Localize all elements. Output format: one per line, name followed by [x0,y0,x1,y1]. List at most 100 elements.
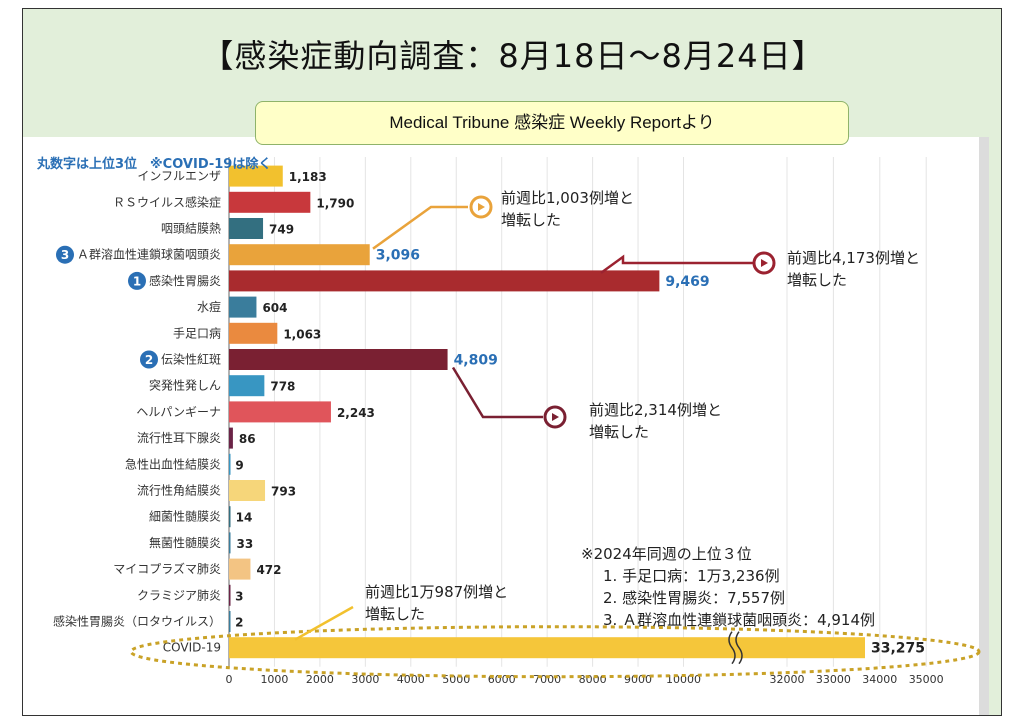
x-tick-label: 9000 [624,673,652,686]
annotation-covid: 前週比1万987例増と 増転した [365,581,508,625]
callout-a-strep-line [372,205,468,250]
rank-number: 2 [145,353,153,367]
bar [229,375,265,397]
value-label: 472 [256,563,281,577]
value-label: 793 [271,485,296,499]
callout-covid-line [294,605,354,641]
value-label: 1,790 [316,196,354,210]
category-label: Ａ群溶血性連鎖球菌咽頭炎 [77,247,221,262]
category-label: 手足口病 [173,325,221,340]
x-tick-label: 33000 [816,673,851,686]
bar [229,480,266,501]
source-box: Medical Tribune 感染症 Weekly Reportより [255,101,849,145]
annotation-line: 増転した [501,211,562,229]
annotation-line: 前週比1万987例増と [365,583,509,601]
value-label: 4,809 [454,353,498,369]
category-label: 水痘 [197,299,221,314]
value-label: 604 [262,301,287,315]
annotation-line: 前週比2,314例増と [589,401,722,419]
bar [229,218,264,239]
value-label: 14 [236,511,253,525]
slide: 【感染症動向調査：8月18日～8月24日】 0 1000 2000 3000 4000 5… [22,8,1002,716]
category-label: 伝染性紅斑 [161,352,221,367]
bar [229,532,231,554]
rank-badge [128,271,146,290]
bar [229,506,231,528]
x-tick-label: 7000 [533,673,561,686]
category-label: 咽頭結膜熱 [161,222,221,236]
category-label: クラミジア肺炎 [137,588,221,602]
value-label: 33,275 [871,641,925,657]
x-tick-label: 35000 [909,673,944,686]
value-label: 778 [270,380,295,394]
value-label: 2,243 [337,406,375,420]
category-label: ヘルパンギーナ [136,405,221,419]
value-label: 9 [235,458,243,472]
category-label: 感染性胃腸炎（ロタウイルス） [53,614,221,629]
category-label: 流行性角結膜炎 [137,484,221,498]
category-label: 細菌性髄膜炎 [149,509,221,524]
right-shadow [979,137,989,715]
bar [229,637,865,659]
callout-erythema-arrow-head [552,413,559,421]
annotation-line: 増転した [365,605,426,623]
callout-gastro-line [600,254,753,274]
bar [229,558,251,580]
bar [229,611,231,632]
bar [229,349,448,370]
value-label: 86 [239,432,256,446]
bar [229,165,283,187]
bar [229,401,331,423]
annotation-group-a-strep: 前週比1,003例増と 増転した [501,187,634,231]
page-title: 【感染症動向調査：8月18日～8月24日】 [201,37,825,75]
x-tick-label: 5000 [442,673,470,686]
bar [229,427,233,449]
bar [229,244,370,266]
x-tick-label: 3000 [351,673,379,686]
category-label: 無菌性髄膜炎 [149,535,221,550]
bar [229,453,231,475]
value-label: 1,183 [289,170,327,184]
last-year-title: ※2024年同週の上位３位 [581,545,752,563]
category-label: ＲＳウイルス感染症 [113,194,221,209]
category-label: 急性出血性結膜炎 [125,456,221,471]
x-tick-label: 1000 [260,673,288,686]
x-tick-label: 8000 [579,673,607,686]
rank-badge [140,350,158,369]
rank-badge [56,245,74,264]
value-label: 3 [235,589,243,603]
value-label: 1,063 [283,327,321,341]
callout-gastro-arrow-head [761,259,768,267]
callout-a-strep-arrow-head [478,203,485,211]
value-label: 3,096 [376,248,420,264]
value-label: 2 [235,616,243,630]
x-tick-label: 34000 [862,673,897,686]
category-label: インフルエンザ [137,169,221,183]
value-label: 9,469 [665,274,709,290]
category-label: 流行性耳下腺炎 [137,431,221,445]
axis-break-mark [735,631,743,665]
x-tick-label: 6000 [488,673,516,686]
x-tick-label: 2000 [306,673,334,686]
last-year-row: 3. Ａ群溶血性連鎖球菌咽頭炎：4,914例 [603,611,876,629]
last-year-row: 2. 感染性胃腸炎：7,557例 [603,589,786,607]
chart-panel: 0 1000 2000 3000 4000 5000 6000 7000 8000 9000 100… [23,137,989,715]
axis-break-mark [728,631,736,665]
bar [229,270,660,292]
bar-chart: 0 1000 2000 3000 4000 5000 6000 7000 8000 9000 100… [53,137,989,715]
annotation-line: 前週比4,173例増と [787,249,920,267]
category-label: COVID-19 [163,641,221,655]
rank-number: 1 [133,274,141,288]
rank-number: 3 [61,248,69,262]
bar [229,584,231,606]
chart-note: 丸数字は上位3位 ※COVID-19は除く [37,157,272,172]
value-label: 33 [236,537,253,551]
category-label: 感染性胃腸炎 [149,273,221,288]
value-label: 749 [269,223,294,237]
last-year-top3: ※2024年同週の上位３位 1. 手足口病：1万3,236例 2. 感染性胃腸炎… [581,543,875,631]
x-tick-label: 32000 [770,673,805,686]
annotation-gastroenteritis: 前週比4,173例増と 増転した [787,247,920,291]
bar [229,322,278,344]
annotation-line: 前週比1,003例増と [501,189,634,207]
annotation-line: 増転した [787,271,848,289]
